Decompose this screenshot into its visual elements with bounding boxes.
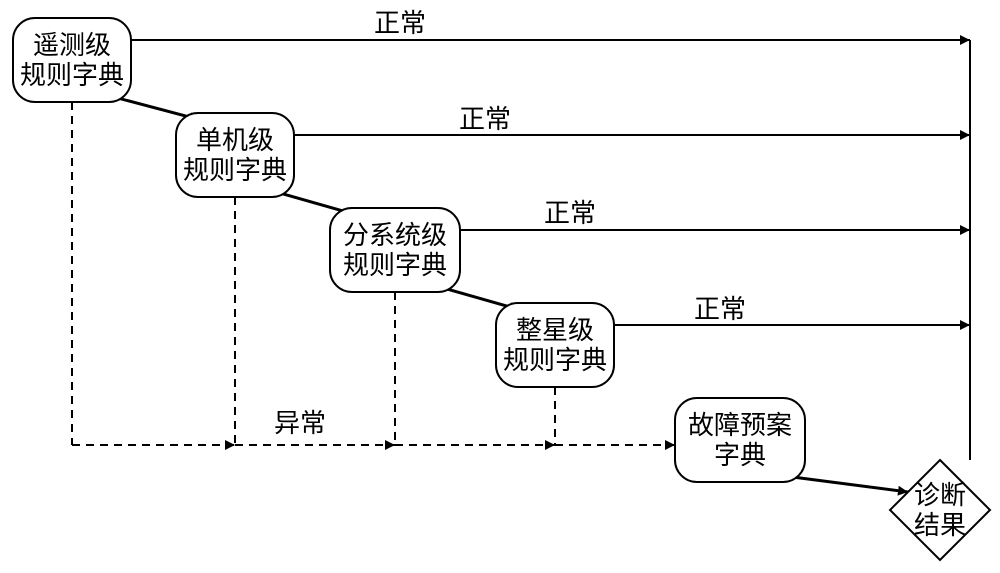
node-label-line2: 规则字典 (183, 156, 287, 185)
node-n6: 诊断结果 (890, 460, 990, 560)
node-n3: 分系统级规则字典 (330, 208, 460, 292)
node-n1: 遥测级规则字典 (13, 18, 131, 102)
node-label-line2: 规则字典 (503, 346, 607, 375)
edge-label-normal: 正常 (459, 105, 511, 134)
node-label-line2: 规则字典 (343, 251, 447, 280)
node-label-line1: 故障预案 (688, 411, 792, 440)
edge-label-normal: 正常 (544, 199, 596, 228)
node-n2: 单机级规则字典 (176, 113, 294, 197)
node-label-line1: 单机级 (196, 126, 274, 155)
node-label-line1: 诊断 (914, 481, 966, 510)
node-label-line1: 整星级 (516, 316, 594, 345)
node-label-line2: 规则字典 (20, 61, 124, 90)
node-n4: 整星级规则字典 (496, 303, 614, 387)
node-label-line1: 遥测级 (33, 31, 111, 60)
node-label-line1: 分系统级 (343, 221, 447, 250)
edge-label-normal: 正常 (694, 295, 746, 324)
edge-label-abnormal: 异常 (274, 409, 326, 438)
node-label-line2: 字典 (714, 441, 766, 470)
node-n5: 故障预案字典 (675, 398, 805, 482)
node-label-line2: 结果 (914, 511, 966, 540)
edge-label-normal: 正常 (374, 9, 426, 38)
